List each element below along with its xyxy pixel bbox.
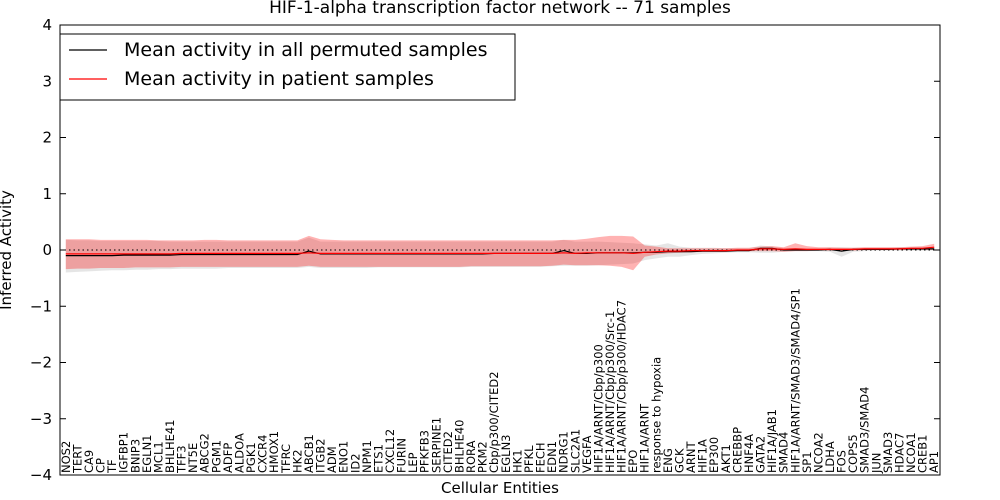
x-tick-label: FOS bbox=[835, 450, 849, 473]
x-tick-label: HNF4A bbox=[742, 434, 756, 473]
x-tick-label: NDRG1 bbox=[557, 431, 571, 473]
x-tick-label: NCOA2 bbox=[811, 432, 825, 473]
x-tick-label: NT5E bbox=[186, 443, 200, 473]
x-tick-label: SMAD4 bbox=[777, 432, 791, 473]
x-tick-label: EGLN1 bbox=[140, 434, 154, 473]
x-tick-label: NOS2 bbox=[59, 441, 73, 473]
x-tick-label: COPS5 bbox=[846, 434, 860, 473]
x-tick-label: MCL1 bbox=[151, 441, 165, 473]
x-tick-label: TFF3 bbox=[175, 445, 189, 474]
x-tick-label: BHLHE40 bbox=[453, 420, 467, 474]
x-tick-label: HIF1A/ARNT/SMAD3/SMAD4/SP1 bbox=[788, 288, 802, 473]
x-tick-label: ARNT bbox=[684, 441, 698, 473]
legend-label-patient: Mean activity in patient samples bbox=[124, 68, 434, 90]
y-axis-ticks: −4 −3 −2 −1 0 1 2 3 4 bbox=[30, 16, 940, 484]
patient-mean-line bbox=[65, 246, 935, 255]
x-tick-label: HK1 bbox=[510, 449, 524, 473]
x-tick-label: EP300 bbox=[707, 437, 721, 473]
x-tick-label: TFRC bbox=[279, 444, 293, 474]
y-tick-label: 0 bbox=[42, 241, 52, 259]
x-tick-label: FURIN bbox=[395, 438, 409, 473]
legend-box bbox=[59, 33, 516, 101]
x-tick-label: PFKL bbox=[522, 445, 536, 473]
x-tick-label: NCOA1 bbox=[904, 432, 918, 473]
x-tick-label: EPO bbox=[626, 450, 640, 473]
x-tick-label: HIF1A/JAB1 bbox=[765, 409, 779, 473]
x-tick-label: VEGFA bbox=[580, 435, 594, 473]
x-tick-label: Cbp/p300/CITED2 bbox=[487, 371, 501, 473]
x-tick-label: SMAD3/SMAD4 bbox=[858, 387, 872, 473]
y-axis-label: Inferred Activity bbox=[0, 190, 15, 310]
x-tick-label: NPM1 bbox=[360, 440, 374, 473]
x-tick-label: SP1 bbox=[800, 451, 814, 473]
x-tick-label: TERT bbox=[70, 444, 84, 474]
y-tick-label: −4 bbox=[30, 466, 52, 484]
x-tick-label: HIF1A/ARNT/Cbp/p300/HDAC7 bbox=[615, 300, 629, 473]
x-tick-label: CREB1 bbox=[916, 435, 930, 474]
x-axis-tick-labels: NOS2TERTCA9CPTFIGFBP1BNIP3EGLN1MCL1BHLHE… bbox=[59, 288, 941, 474]
x-tick-label: PGK1 bbox=[244, 442, 258, 473]
y-tick-label: −1 bbox=[30, 297, 52, 315]
chart-title: HIF-1-alpha transcription factor network… bbox=[269, 0, 731, 18]
x-tick-label: CA9 bbox=[82, 450, 96, 473]
x-tick-label: CREBBP bbox=[730, 427, 744, 473]
x-tick-label: HIF1A/ARNT bbox=[638, 403, 652, 473]
x-tick-label: AP1 bbox=[927, 451, 941, 473]
x-tick-label: HIF1A/ARNT/Cbp/p300 bbox=[591, 344, 605, 473]
x-tick-label: BNIP3 bbox=[128, 439, 142, 473]
x-tick-label: ITGB2 bbox=[314, 438, 328, 473]
x-tick-label: PKM2 bbox=[476, 441, 490, 473]
x-tick-label: HIF1A bbox=[696, 439, 710, 473]
x-tick-label: HDAC7 bbox=[893, 433, 907, 473]
x-tick-label: ADM bbox=[325, 446, 339, 473]
y-tick-label: −2 bbox=[30, 354, 52, 372]
x-tick-label: SERPINE1 bbox=[429, 417, 443, 473]
x-tick-label: HMOX1 bbox=[267, 431, 281, 473]
x-tick-label: ALDOA bbox=[233, 433, 247, 473]
x-tick-label: ETS1 bbox=[371, 444, 385, 473]
x-tick-label: FECH bbox=[534, 442, 548, 473]
x-tick-label: CXCL12 bbox=[383, 429, 397, 473]
x-tick-label: RORA bbox=[464, 440, 478, 473]
x-tick-label: JUN bbox=[869, 453, 883, 474]
series-lines bbox=[65, 246, 935, 257]
x-axis-label: Cellular Entities bbox=[441, 479, 559, 497]
y-tick-label: 4 bbox=[42, 16, 52, 34]
x-tick-label: ABCG2 bbox=[198, 433, 212, 473]
x-tick-label: GATA2 bbox=[754, 436, 768, 473]
x-tick-label: CXCR4 bbox=[256, 435, 270, 473]
y-tick-label: 3 bbox=[42, 72, 52, 90]
x-tick-label: BHLHE41 bbox=[163, 420, 177, 474]
x-tick-label: AKT1 bbox=[719, 444, 733, 473]
x-tick-label: PGM1 bbox=[209, 440, 223, 473]
x-tick-label: LEP bbox=[406, 452, 420, 473]
x-tick-label: CITED2 bbox=[441, 431, 455, 473]
x-tick-label: SLC2A1 bbox=[568, 429, 582, 473]
legend-label-permuted: Mean activity in all permuted samples bbox=[124, 39, 487, 61]
x-tick-label: SMAD3 bbox=[881, 432, 895, 473]
x-tick-label: ABCB1 bbox=[302, 434, 316, 473]
x-tick-label: HK2 bbox=[290, 449, 304, 473]
x-tick-label: IGFBP1 bbox=[117, 432, 131, 473]
plot-frame bbox=[59, 24, 941, 476]
x-tick-label: CP bbox=[94, 458, 108, 473]
x-tick-label: ENO1 bbox=[337, 441, 351, 473]
x-tick-label: LDHA bbox=[823, 441, 837, 473]
x-tick-label: ENG bbox=[661, 448, 675, 473]
y-tick-label: 1 bbox=[42, 185, 52, 203]
legend: Mean activity in all permuted samples Me… bbox=[59, 33, 516, 101]
x-tick-label: ID2 bbox=[348, 453, 362, 473]
x-tick-label: ADFP bbox=[221, 443, 235, 473]
y-tick-label: 2 bbox=[42, 129, 52, 147]
x-tick-label: PFKFB3 bbox=[418, 430, 432, 473]
x-tick-label: response to hypoxia bbox=[649, 357, 663, 473]
y-tick-label: −3 bbox=[30, 410, 52, 428]
x-tick-label: EDN1 bbox=[545, 441, 559, 473]
x-tick-label: TF bbox=[105, 459, 119, 474]
permuted-confidence-band bbox=[65, 237, 935, 273]
x-tick-label: HIF1A/ARNT/Cbp/p300/Src-1 bbox=[603, 311, 617, 473]
x-tick-label: EGLN3 bbox=[499, 434, 513, 473]
x-tick-label: GCK bbox=[673, 448, 687, 473]
